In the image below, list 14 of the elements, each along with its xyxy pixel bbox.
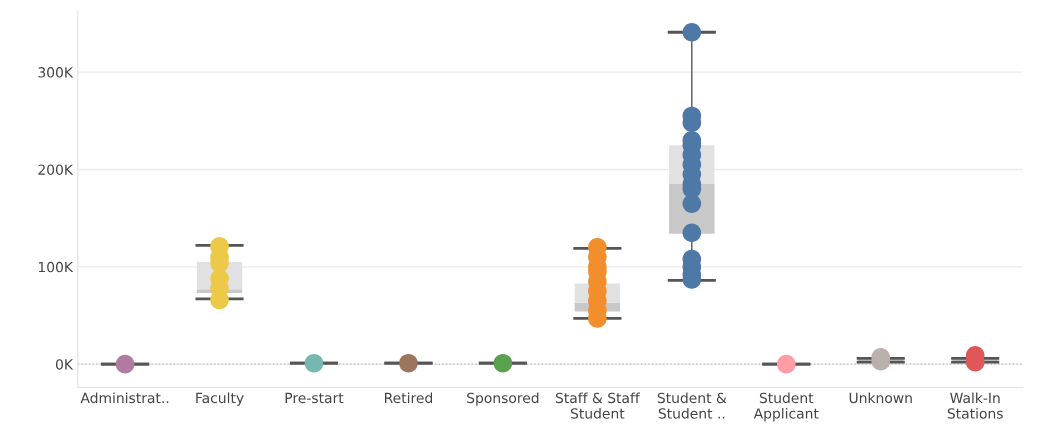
x-tick-label: Administrat..	[80, 392, 169, 404]
y-tick-label: 0K	[55, 359, 74, 370]
y-tick-label: 200K	[38, 164, 74, 175]
x-tick-label: Staff & Staff Student	[555, 392, 641, 419]
x-tick-label: Faculty	[196, 392, 244, 406]
x-tick-label: Sponsored	[467, 392, 539, 406]
x-tick-label: Walk-In Stations	[947, 392, 1003, 419]
x-tick-label: Student Applicant	[753, 392, 819, 422]
x-tick-label: Student & Student ..	[657, 392, 727, 419]
y-tick-label: 100K	[38, 261, 74, 273]
x-tick-label: Pre-start	[285, 392, 344, 404]
y-tick-label: 300K	[38, 67, 74, 78]
x-tick-label: Retired	[385, 392, 433, 404]
x-tick-label: Unknown	[849, 392, 912, 404]
